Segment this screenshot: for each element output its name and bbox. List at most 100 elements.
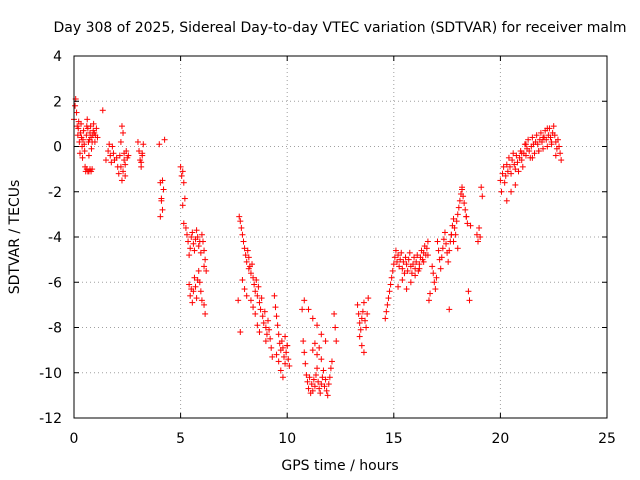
- data-point: [79, 154, 86, 161]
- plot-frame: [73, 55, 608, 419]
- data-point: [322, 376, 329, 383]
- data-point: [407, 279, 414, 286]
- data-point: [237, 218, 244, 225]
- data-point: [356, 333, 363, 340]
- data-point: [254, 292, 261, 299]
- data-point: [106, 141, 113, 148]
- data-point: [478, 184, 485, 191]
- data-point: [435, 247, 442, 254]
- data-point: [159, 206, 166, 213]
- data-point: [360, 349, 367, 356]
- data-point: [413, 258, 420, 265]
- data-point: [333, 338, 340, 345]
- data-point: [78, 120, 85, 127]
- data-point: [303, 372, 310, 379]
- data-point: [359, 308, 366, 315]
- data-point: [453, 218, 460, 225]
- data-point: [461, 200, 468, 207]
- data-point: [136, 148, 143, 155]
- data-point: [446, 306, 453, 313]
- data-point: [518, 150, 525, 157]
- data-point: [448, 231, 455, 238]
- data-point: [531, 150, 538, 157]
- y-tick-label: -2: [48, 185, 62, 201]
- data-point: [511, 161, 518, 168]
- data-point: [83, 132, 90, 139]
- data-point: [544, 125, 551, 132]
- data-point: [283, 349, 290, 356]
- data-point: [304, 378, 311, 385]
- data-point: [76, 138, 83, 145]
- data-point: [279, 344, 286, 351]
- data-point: [456, 197, 463, 204]
- data-point: [318, 356, 325, 363]
- data-point: [187, 292, 194, 299]
- data-point: [430, 270, 437, 277]
- data-point: [316, 385, 323, 392]
- data-point: [500, 163, 507, 170]
- data-point: [109, 143, 116, 150]
- data-point: [519, 163, 526, 170]
- data-point: [505, 154, 512, 161]
- data-point: [383, 308, 390, 315]
- data-point: [466, 297, 473, 304]
- data-point: [558, 157, 565, 164]
- data-point: [250, 274, 257, 281]
- y-tick-label: 0: [53, 140, 62, 156]
- data-point: [110, 150, 117, 157]
- data-point: [526, 148, 533, 155]
- data-point: [423, 245, 430, 252]
- data-point: [306, 374, 313, 381]
- data-point: [178, 172, 185, 179]
- data-point: [266, 326, 273, 333]
- data-point: [479, 193, 486, 200]
- data-point: [268, 344, 275, 351]
- data-point: [508, 188, 515, 195]
- data-point: [309, 347, 316, 354]
- data-point: [158, 197, 165, 204]
- data-point: [190, 240, 197, 247]
- data-point: [122, 172, 129, 179]
- data-point: [535, 148, 542, 155]
- data-point: [405, 256, 412, 263]
- data-point: [400, 258, 407, 265]
- data-point: [362, 317, 369, 324]
- data-point: [120, 168, 127, 175]
- data-point: [254, 322, 261, 329]
- data-point: [186, 252, 193, 259]
- y-tick-label: -10: [39, 366, 62, 382]
- data-point: [201, 247, 208, 254]
- data-point: [198, 297, 205, 304]
- data-point: [512, 181, 519, 188]
- data-point: [550, 123, 557, 130]
- data-point: [501, 179, 508, 186]
- data-point: [316, 344, 323, 351]
- data-point: [445, 258, 452, 265]
- data-point: [245, 254, 252, 261]
- data-point: [451, 224, 458, 231]
- data-point: [387, 281, 394, 288]
- data-point: [551, 132, 558, 139]
- x-tick-label: 5: [176, 431, 185, 447]
- data-point: [202, 310, 209, 317]
- data-point: [91, 138, 98, 145]
- data-point: [179, 168, 186, 175]
- data-point: [497, 177, 504, 184]
- data-point: [239, 276, 246, 283]
- data-point: [502, 172, 509, 179]
- data-point: [320, 367, 327, 374]
- data-point: [77, 129, 84, 136]
- data-point: [191, 247, 198, 254]
- data-point: [275, 331, 282, 338]
- data-point: [275, 358, 282, 365]
- data-point: [243, 292, 250, 299]
- data-point: [305, 306, 312, 313]
- data-point: [317, 390, 324, 397]
- data-point: [548, 138, 555, 145]
- x-tick-labels: 0 5 10 15 20 25: [70, 431, 616, 447]
- data-point: [538, 138, 545, 145]
- data-point: [244, 247, 251, 254]
- data-point: [401, 270, 408, 277]
- data-point: [273, 313, 280, 320]
